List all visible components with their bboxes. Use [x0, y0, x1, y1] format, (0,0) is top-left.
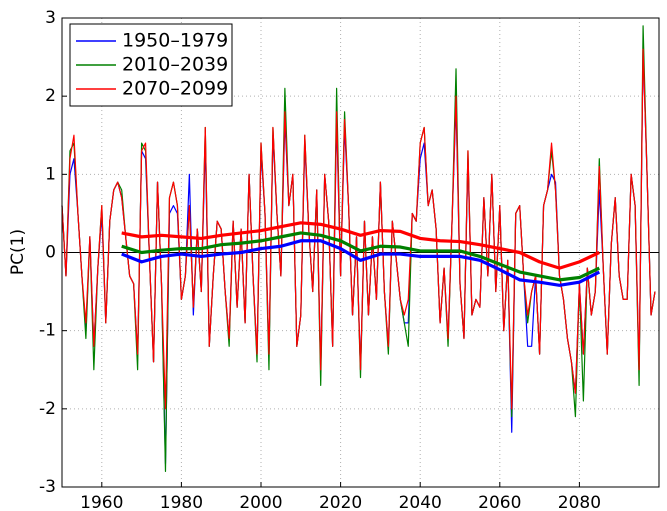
lines [61, 25, 656, 472]
x-tick-label: 2040 [399, 493, 442, 511]
y-tick-label: 0 [45, 243, 56, 263]
series-line [61, 48, 656, 410]
series-line [121, 231, 600, 282]
y-axis-label: PC(1) [8, 229, 28, 275]
x-tick-label: 1960 [80, 493, 123, 511]
x-tick-label: 1980 [160, 493, 203, 511]
legend-label: 2070–2099 [122, 78, 228, 100]
plot-frame [61, 17, 660, 488]
y-tick-label: -2 [39, 399, 56, 419]
series-line [121, 239, 601, 287]
x-tick-label: 2020 [319, 493, 362, 511]
x-tick-label: 2000 [239, 493, 282, 511]
y-tick-label: -1 [39, 321, 56, 341]
x-tick-label: 2060 [478, 493, 521, 511]
legend-label: 1950–1979 [122, 30, 228, 52]
y-tick-label: 3 [45, 8, 56, 28]
series-line [121, 221, 600, 270]
x-tick-label: 2080 [558, 493, 601, 511]
y-tick-label: 1 [45, 164, 56, 184]
y-tick-label: 2 [45, 86, 56, 106]
legend-label: 2010–2039 [122, 54, 228, 76]
y-tick-label: -3 [39, 477, 56, 497]
